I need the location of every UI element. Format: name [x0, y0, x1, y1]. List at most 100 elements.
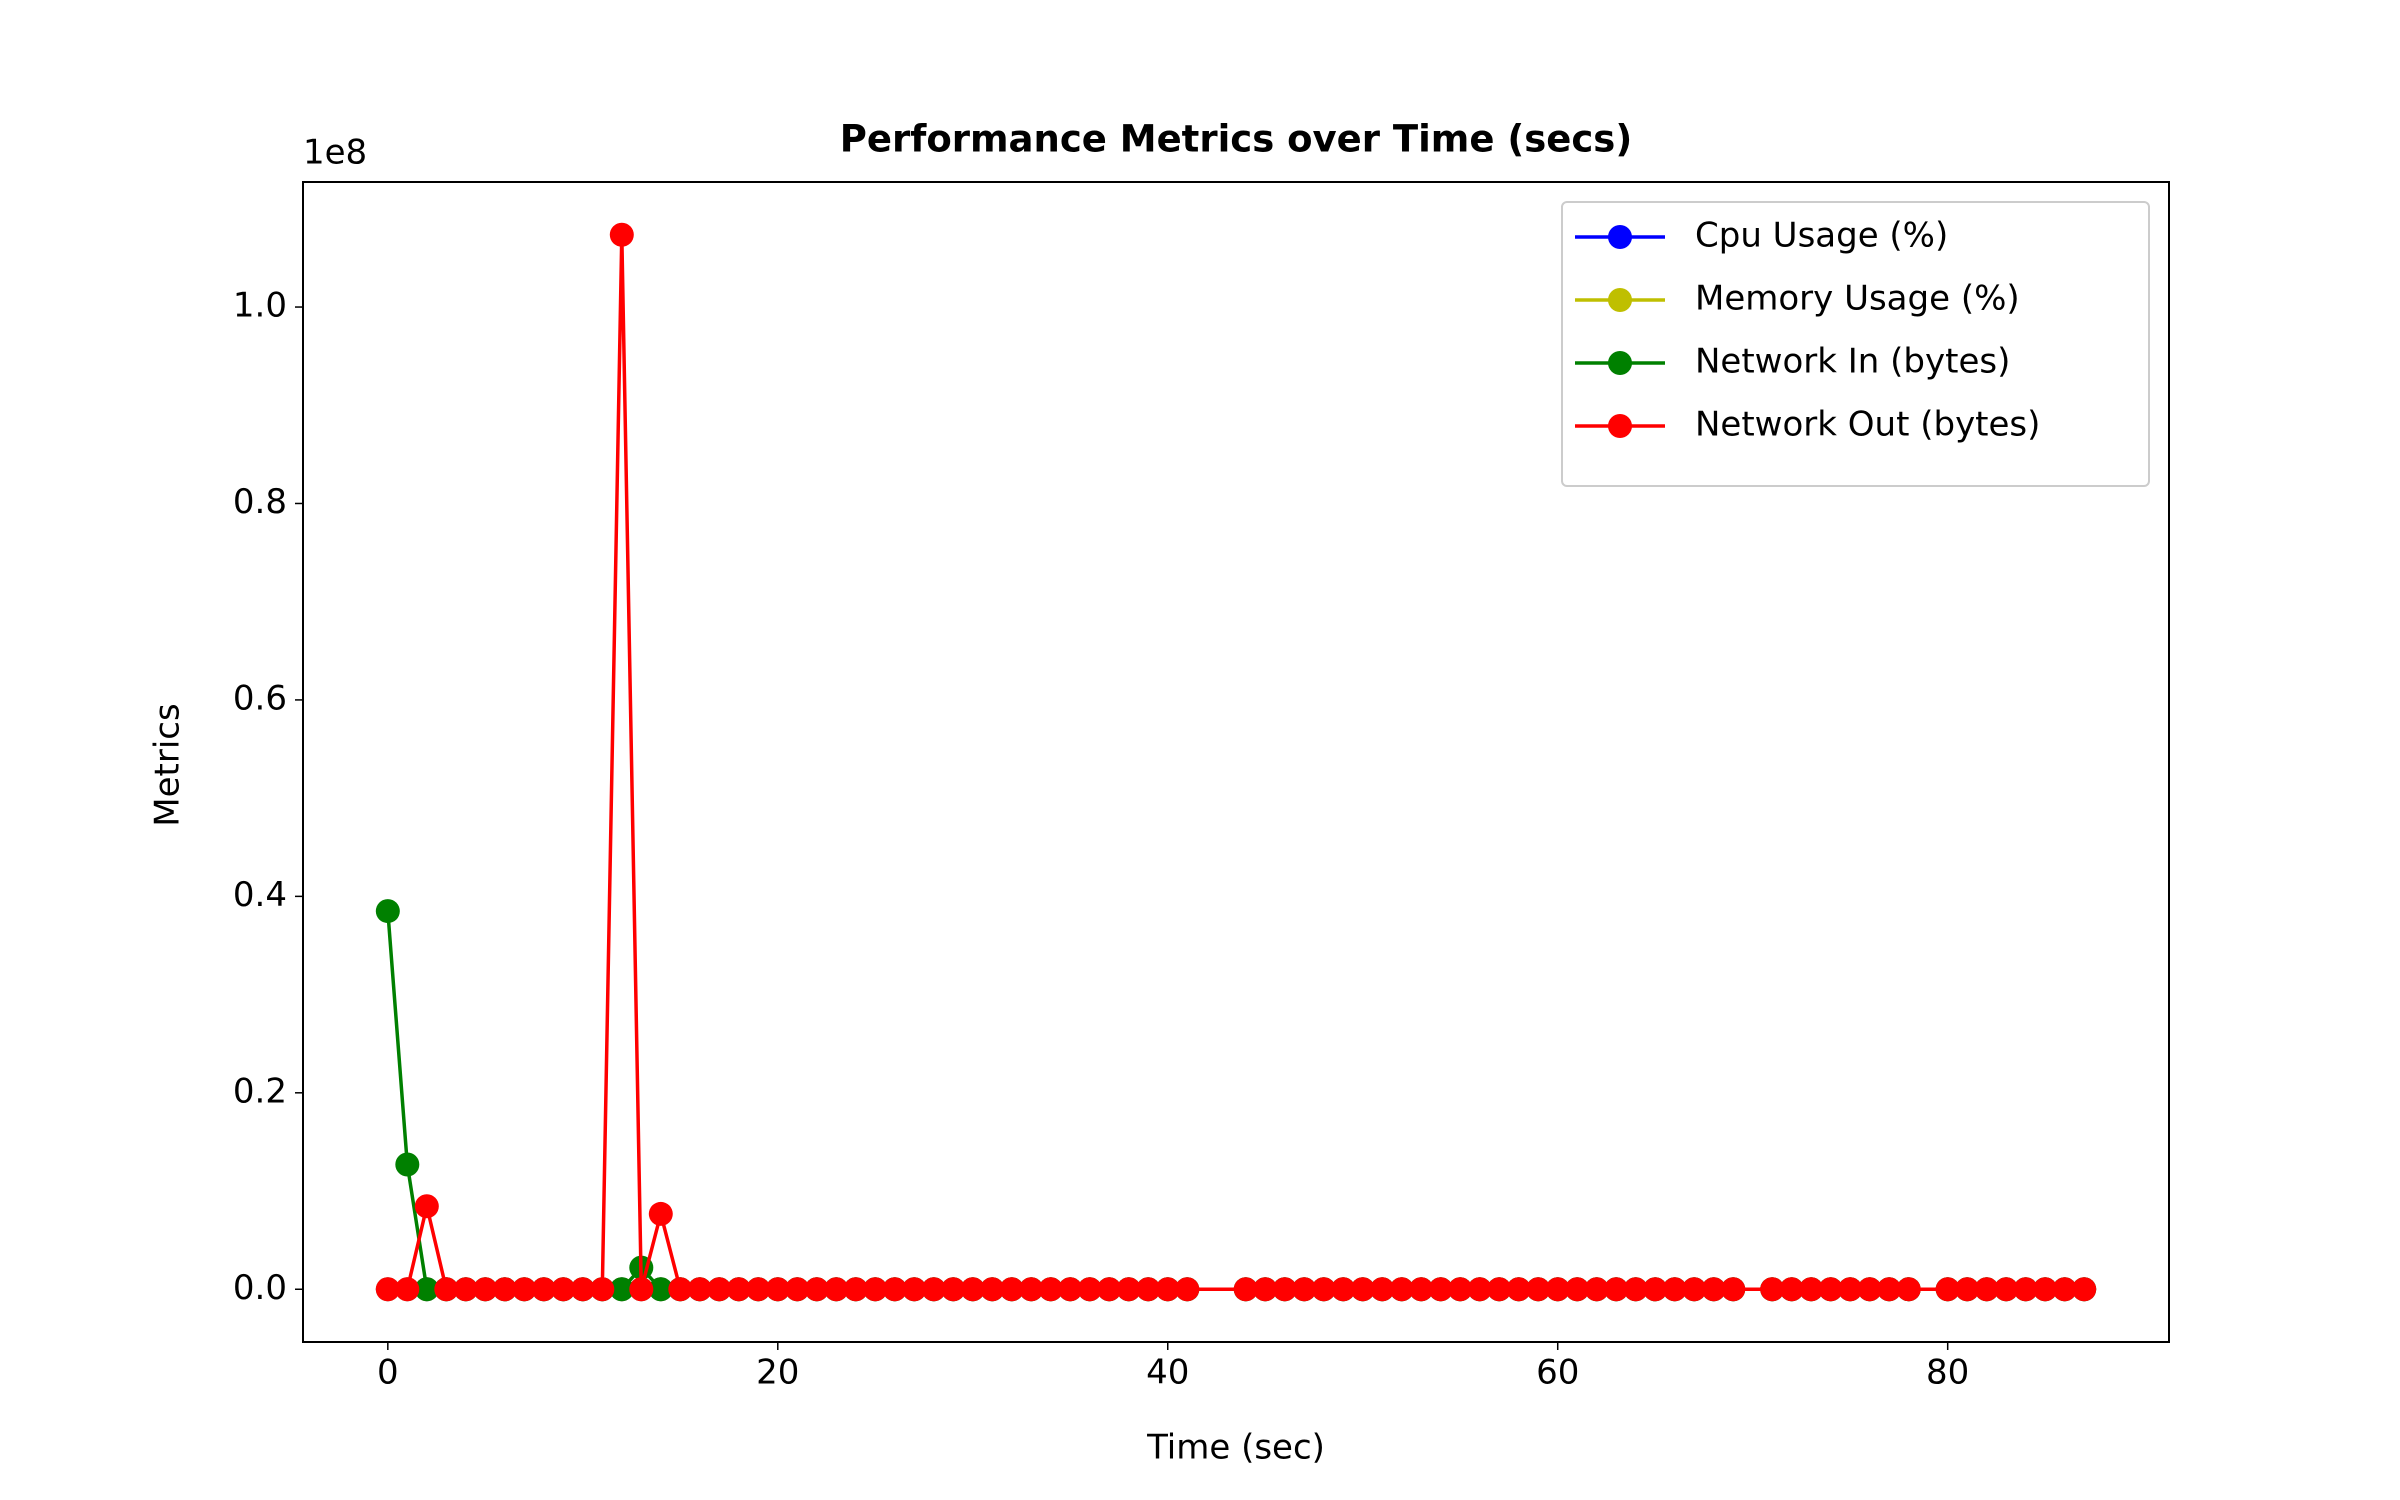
data-point [2052, 1277, 2077, 1302]
data-point [1877, 1277, 1902, 1302]
data-point [414, 1277, 439, 1302]
data-point [1136, 1277, 1161, 1302]
data-point [1175, 1277, 1200, 1302]
data-point [726, 1277, 751, 1302]
data-point [1818, 1277, 1843, 1302]
data-point [1019, 1277, 1044, 1302]
data-point [2072, 1277, 2097, 1302]
data-point [1643, 1277, 1668, 1302]
x-tick-label: 60 [1536, 1353, 1579, 1393]
data-point [785, 1277, 810, 1302]
data-point [1487, 1277, 1512, 1302]
data-point [941, 1277, 966, 1302]
data-point [1974, 1277, 1999, 1302]
data-point [1467, 1277, 1492, 1302]
data-point [609, 222, 634, 247]
data-point [1097, 1277, 1122, 1302]
data-point [395, 1152, 420, 1177]
plot-frame [302, 181, 2170, 1343]
data-point [1233, 1277, 1258, 1302]
data-point [1292, 1277, 1317, 1302]
data-point [375, 1277, 400, 1302]
data-point [1721, 1277, 1746, 1302]
data-point [434, 1277, 459, 1302]
data-point [1682, 1277, 1707, 1302]
data-point [960, 1277, 985, 1302]
legend-label: Network Out (bytes) [1695, 405, 2040, 445]
legend-box [1561, 201, 2150, 487]
data-point [1662, 1277, 1687, 1302]
data-point [1253, 1277, 1278, 1302]
data-point [1058, 1277, 1083, 1302]
data-point [1370, 1277, 1395, 1302]
data-point [1331, 1277, 1356, 1302]
data-point [824, 1277, 849, 1302]
y-axis-label: Metrics [148, 703, 188, 826]
data-point [1994, 1277, 2019, 1302]
data-point [395, 1277, 420, 1302]
y-tick-label: 0.2 [233, 1071, 287, 1111]
data-point [1565, 1277, 1590, 1302]
data-point [648, 1277, 673, 1302]
data-point [629, 1277, 654, 1302]
data-point [1409, 1277, 1434, 1302]
data-point [765, 1277, 790, 1302]
data-point [863, 1277, 888, 1302]
x-tick-label: 0 [377, 1353, 399, 1393]
data-point [375, 899, 400, 924]
data-point [1799, 1277, 1824, 1302]
data-point [1584, 1277, 1609, 1302]
x-axis-label: Time (sec) [1146, 1428, 1325, 1468]
x-tick-label: 20 [756, 1353, 799, 1393]
legend-marker [1608, 288, 1632, 312]
data-point [512, 1277, 537, 1302]
data-point [843, 1277, 868, 1302]
data-point [414, 1194, 439, 1219]
data-point [1623, 1277, 1648, 1302]
data-point [590, 1277, 615, 1302]
data-point [921, 1277, 946, 1302]
data-point [1857, 1277, 1882, 1302]
legend-marker [1608, 351, 1632, 375]
data-point [1038, 1277, 1063, 1302]
y-offset-label: 1e8 [303, 133, 367, 173]
x-tick-label: 80 [1926, 1353, 1969, 1393]
data-point [1428, 1277, 1453, 1302]
legend-marker [1608, 414, 1632, 438]
data-point [1389, 1277, 1414, 1302]
y-tick-label: 0.4 [233, 875, 287, 915]
legend-label: Cpu Usage (%) [1695, 216, 1948, 256]
x-tick-label: 40 [1146, 1353, 1189, 1393]
data-point [1155, 1277, 1180, 1302]
data-point [1779, 1277, 1804, 1302]
data-point [804, 1277, 829, 1302]
data-point [1935, 1277, 1960, 1302]
data-point [531, 1277, 556, 1302]
data-point [1311, 1277, 1336, 1302]
data-point [1955, 1277, 1980, 1302]
y-tick-label: 1.0 [233, 286, 287, 326]
data-point [1448, 1277, 1473, 1302]
data-point [902, 1277, 927, 1302]
y-tick-label: 0.6 [233, 678, 287, 718]
data-point [551, 1277, 576, 1302]
data-point [473, 1277, 498, 1302]
legend-marker [1608, 225, 1632, 249]
data-point [1077, 1277, 1102, 1302]
y-tick-label: 0.8 [233, 482, 287, 522]
data-point [1760, 1277, 1785, 1302]
data-point [492, 1277, 517, 1302]
data-point [453, 1277, 478, 1302]
data-point [1838, 1277, 1863, 1302]
data-point [882, 1277, 907, 1302]
data-point [999, 1277, 1024, 1302]
chart-title: Performance Metrics over Time (secs) [840, 118, 1632, 161]
data-point [609, 1277, 634, 1302]
data-point [1116, 1277, 1141, 1302]
data-point [746, 1277, 771, 1302]
data-point [1604, 1277, 1629, 1302]
data-point [687, 1277, 712, 1302]
data-point [1701, 1277, 1726, 1302]
